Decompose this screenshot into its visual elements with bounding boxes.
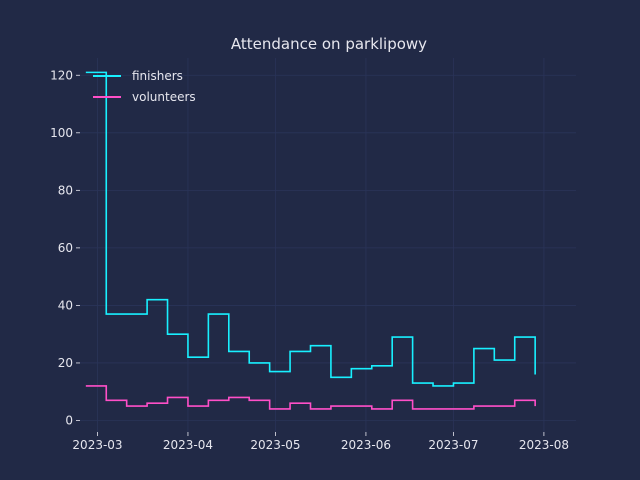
grid	[80, 58, 576, 432]
legend-label: finishers	[132, 69, 183, 83]
chart-title: Attendance on parklipowy	[231, 35, 427, 53]
y-tick-label: 120	[50, 68, 73, 82]
series-line-finishers	[85, 71, 536, 387]
x-tick-label: 2023-03	[72, 438, 122, 452]
y-tick-label: 20	[58, 356, 73, 370]
x-tick-label: 2023-06	[341, 438, 391, 452]
legend: finishers volunteers	[93, 69, 196, 104]
y-tick-label: 40	[58, 298, 73, 312]
x-tick-label: 2023-05	[250, 438, 300, 452]
x-tick-label: 2023-07	[428, 438, 478, 452]
y-tick-label: 80	[58, 183, 73, 197]
x-tick-label: 2023-04	[163, 438, 213, 452]
y-tick-label: 100	[50, 126, 73, 140]
y-tick-label: 0	[65, 413, 73, 427]
series-lines	[85, 71, 536, 410]
y-tick-label: 60	[58, 241, 73, 255]
legend-label: volunteers	[132, 90, 196, 104]
x-tick-label: 2023-08	[519, 438, 569, 452]
series-line-volunteers	[85, 385, 536, 410]
axes: 0 20 40 60 80 100 120 2023-03 2023-04 2023-05 2023…	[50, 68, 569, 452]
